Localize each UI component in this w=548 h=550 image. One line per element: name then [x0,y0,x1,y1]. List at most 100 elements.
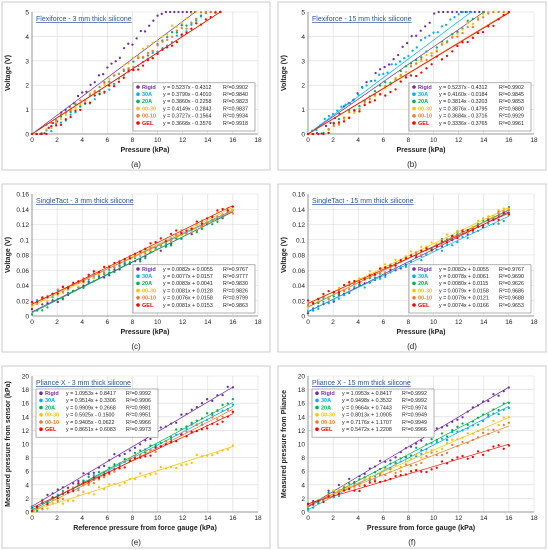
legend-equation: y = 0.3790x - 0.4010 [163,92,211,98]
data-point [365,81,368,84]
y-tick-label: 2 [25,496,29,503]
trendline [307,443,509,505]
data-point [324,124,328,128]
x-tick-label: 6 [382,515,386,522]
data-point [98,92,101,96]
data-point [50,130,53,133]
y-tick-label: 0.06 [16,268,29,275]
data-point [102,487,106,491]
data-point [456,236,459,240]
data-point [342,283,346,287]
legend: Rigid y = 0.5237x - 0.4312 R²=0.9902 30A y =… [408,82,532,132]
data-point [415,463,418,466]
data-point [151,49,154,53]
data-point [428,34,431,37]
x-tick-label: 0 [306,137,310,144]
legend-series-name: 00-30 [418,288,432,294]
trendline [307,386,510,507]
data-point [389,467,392,471]
data-point [411,49,414,52]
data-point [363,101,366,104]
data-point [435,46,438,49]
data-point [133,477,137,481]
legend-series-name: GEL [418,303,430,309]
data-point [108,88,111,91]
data-point [175,428,178,431]
x-tick-label: 2 [331,319,335,326]
data-point [383,65,386,69]
data-point [161,40,164,43]
data-point [415,468,418,472]
data-point [221,420,224,423]
data-point [152,19,155,22]
data-point [175,31,179,34]
trendline [31,413,234,509]
legend-series-name: 00-10 [45,420,59,426]
data-point [185,232,188,236]
data-point [373,89,377,93]
data-point [97,471,101,474]
legend-marker [412,303,416,307]
data-point [466,236,469,240]
data-point [161,35,164,38]
x-axis-label: Pressure (kPa) [396,329,445,336]
data-point [507,406,511,410]
data-point [466,22,469,25]
data-point [226,408,229,412]
data-point [97,476,101,479]
data-point [190,22,193,25]
data-point [394,264,397,267]
data-point [123,263,126,266]
data-point [440,249,444,252]
data-point [156,39,159,43]
data-point [481,217,485,220]
legend-equation: y = 0.0082x + 0.0055 [163,267,213,273]
data-point [117,72,121,76]
data-point [384,263,387,266]
data-point [404,70,408,74]
legend-r2: R²=0.9992 [402,391,427,397]
data-point [451,234,454,238]
data-point [180,26,183,30]
data-point [175,234,178,237]
x-tick-label: 6 [106,515,110,522]
x-tick-label: 12 [179,319,187,326]
x-tick-label: 14 [204,319,212,326]
data-point [497,212,500,215]
data-point [61,298,65,301]
data-point [173,10,176,14]
data-point [149,242,152,245]
data-point [133,446,137,449]
data-point [112,82,116,86]
data-point [409,65,413,68]
data-point [139,449,142,452]
data-point [451,36,454,39]
data-point [137,55,140,58]
chart-panel-4: 0 0.02 0.04 0.06 0.08 0.1 0.12 0.14 0.16 0 2 4 6 8 10 1… [277,183,547,353]
data-point [108,471,111,475]
data-point [216,452,219,455]
legend-r2: R²=0.9690 [499,274,524,280]
legend-marker [39,398,43,403]
legend-r2: R²=0.9934 [223,114,248,120]
legend-series-name: 00-10 [142,296,156,302]
data-point [83,102,87,105]
data-point [384,467,387,471]
data-point [211,215,214,219]
data-point [122,46,126,50]
data-point [149,246,152,249]
data-point [425,58,428,62]
data-point [151,57,154,60]
data-point [112,85,116,88]
data-point [415,74,418,78]
y-tick-label: 0.04 [16,283,29,290]
legend-marker [136,121,140,125]
x-tick-label: 18 [530,137,538,144]
data-point [64,118,67,121]
legend-series-name: 20A [142,99,152,105]
data-point [79,105,82,108]
data-point [340,105,343,108]
data-point [497,10,500,14]
data-point [342,118,346,121]
data-point [56,488,59,491]
